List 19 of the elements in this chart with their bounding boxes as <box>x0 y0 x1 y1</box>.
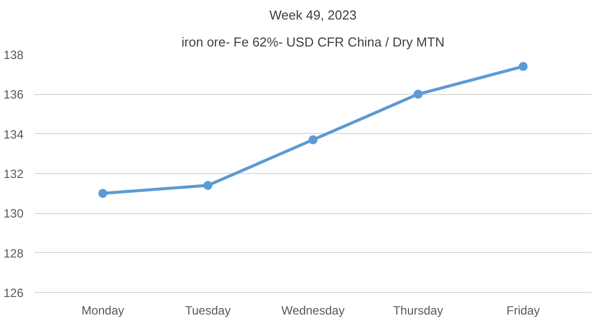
x-tick-label: Wednesday <box>281 304 345 318</box>
point <box>98 188 108 198</box>
point <box>414 90 423 99</box>
x-tick-label: Tuesday <box>185 304 231 318</box>
x-tick-label: Thursday <box>393 304 444 318</box>
point <box>203 180 212 190</box>
point <box>308 135 318 144</box>
y-tick-label: 128 <box>3 246 24 260</box>
y-tick-label: 126 <box>3 286 24 300</box>
chart-subtitle: iron ore- Fe 62%- USD CFR China / Dry MTN <box>182 34 444 50</box>
y-tick-label: 130 <box>3 206 24 221</box>
y-tick-label: 134 <box>3 127 24 142</box>
x-tick-label: Monday <box>81 304 124 318</box>
point <box>518 62 528 71</box>
y-tick-label: 138 <box>3 48 24 62</box>
y-tick-label: 136 <box>3 88 24 102</box>
chart-title: Week 49, 2023 <box>269 8 357 22</box>
y-tick-label: 132 <box>3 167 24 181</box>
x-tick-label: Friday <box>506 304 540 318</box>
